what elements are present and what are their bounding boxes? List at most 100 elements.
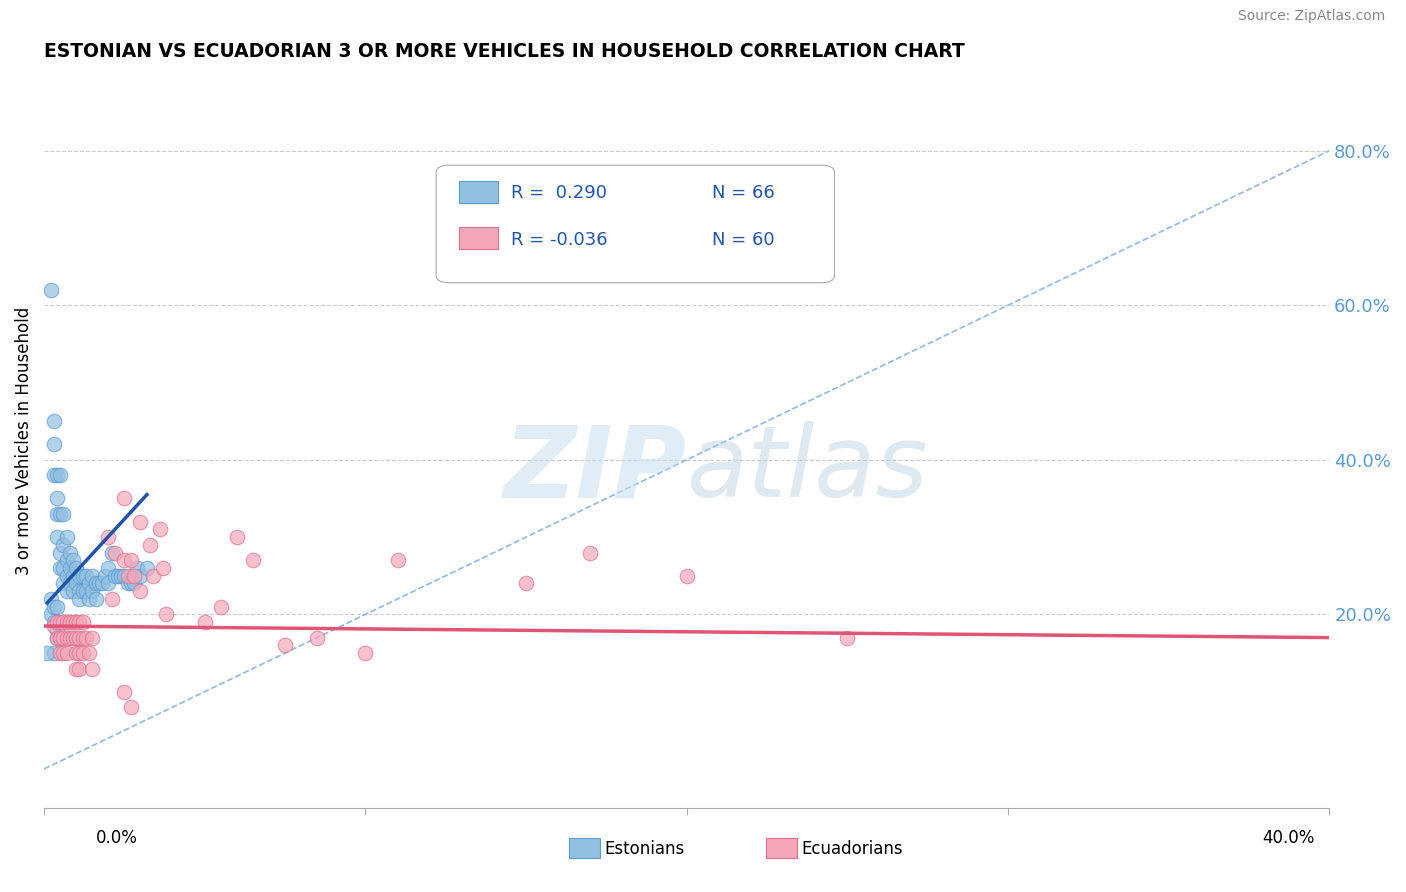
- Point: [100, 545, 122, 559]
- Point: [65, 576, 87, 591]
- Point: [149, 522, 172, 536]
- Point: [354, 646, 377, 660]
- Point: [209, 599, 232, 614]
- Point: [46, 615, 69, 629]
- Point: [75, 631, 97, 645]
- Point: [46, 530, 69, 544]
- Point: [104, 545, 127, 559]
- Point: [49, 615, 72, 629]
- Point: [129, 584, 152, 599]
- Point: [42, 599, 65, 614]
- Point: [55, 568, 77, 582]
- Point: [65, 615, 87, 629]
- Point: [84, 591, 107, 606]
- Point: [75, 584, 97, 599]
- Point: [52, 646, 75, 660]
- Point: [37, 646, 59, 660]
- Point: [65, 561, 87, 575]
- Point: [46, 599, 69, 614]
- Point: [274, 638, 297, 652]
- Point: [114, 553, 136, 567]
- Point: [225, 530, 247, 544]
- Text: Ecuadorians: Ecuadorians: [801, 840, 903, 858]
- Point: [82, 568, 104, 582]
- Point: [49, 468, 72, 483]
- Y-axis label: 3 or more Vehicles in Household: 3 or more Vehicles in Household: [15, 306, 32, 574]
- Point: [69, 646, 91, 660]
- Point: [62, 553, 84, 567]
- Point: [65, 646, 87, 660]
- Point: [117, 576, 139, 591]
- Point: [52, 576, 75, 591]
- Point: [117, 568, 139, 582]
- Point: [42, 437, 65, 451]
- Point: [129, 568, 152, 582]
- Point: [675, 568, 697, 582]
- Point: [39, 607, 62, 622]
- Point: [46, 631, 69, 645]
- Text: ESTONIAN VS ECUADORIAN 3 OR MORE VEHICLES IN HOUSEHOLD CORRELATION CHART: ESTONIAN VS ECUADORIAN 3 OR MORE VEHICLE…: [44, 42, 965, 61]
- Point: [129, 515, 152, 529]
- Point: [69, 661, 91, 675]
- Point: [120, 576, 142, 591]
- Point: [515, 576, 537, 591]
- Point: [42, 414, 65, 428]
- Point: [46, 631, 69, 645]
- Point: [579, 545, 602, 559]
- Point: [120, 553, 142, 567]
- Point: [55, 646, 77, 660]
- Point: [52, 538, 75, 552]
- FancyBboxPatch shape: [460, 180, 498, 202]
- Point: [59, 545, 82, 559]
- Point: [49, 545, 72, 559]
- Point: [49, 646, 72, 660]
- Point: [69, 591, 91, 606]
- Point: [104, 568, 127, 582]
- Point: [107, 568, 129, 582]
- FancyBboxPatch shape: [460, 227, 498, 250]
- Point: [72, 615, 94, 629]
- Point: [59, 615, 82, 629]
- Point: [77, 646, 100, 660]
- Point: [62, 584, 84, 599]
- Point: [39, 283, 62, 297]
- Point: [69, 615, 91, 629]
- Point: [46, 468, 69, 483]
- Point: [72, 646, 94, 660]
- Point: [69, 631, 91, 645]
- FancyBboxPatch shape: [436, 165, 835, 283]
- Text: R = -0.036: R = -0.036: [510, 231, 607, 249]
- Point: [55, 615, 77, 629]
- Text: N = 60: N = 60: [713, 231, 775, 249]
- Point: [72, 631, 94, 645]
- Point: [46, 623, 69, 637]
- Point: [194, 615, 217, 629]
- Point: [97, 561, 120, 575]
- Point: [62, 615, 84, 629]
- Point: [55, 584, 77, 599]
- Point: [72, 568, 94, 582]
- Point: [62, 631, 84, 645]
- Text: atlas: atlas: [686, 421, 928, 518]
- Point: [77, 576, 100, 591]
- Text: N = 66: N = 66: [713, 184, 775, 202]
- Point: [65, 631, 87, 645]
- Point: [49, 507, 72, 521]
- Point: [152, 561, 174, 575]
- Point: [87, 576, 110, 591]
- Point: [84, 576, 107, 591]
- Point: [59, 561, 82, 575]
- Point: [59, 576, 82, 591]
- Point: [242, 553, 264, 567]
- Point: [142, 568, 165, 582]
- Point: [39, 591, 62, 606]
- Point: [52, 561, 75, 575]
- Point: [75, 568, 97, 582]
- Point: [52, 615, 75, 629]
- Point: [72, 584, 94, 599]
- Point: [127, 561, 149, 575]
- Point: [122, 568, 145, 582]
- Point: [42, 646, 65, 660]
- Point: [69, 584, 91, 599]
- Point: [114, 684, 136, 698]
